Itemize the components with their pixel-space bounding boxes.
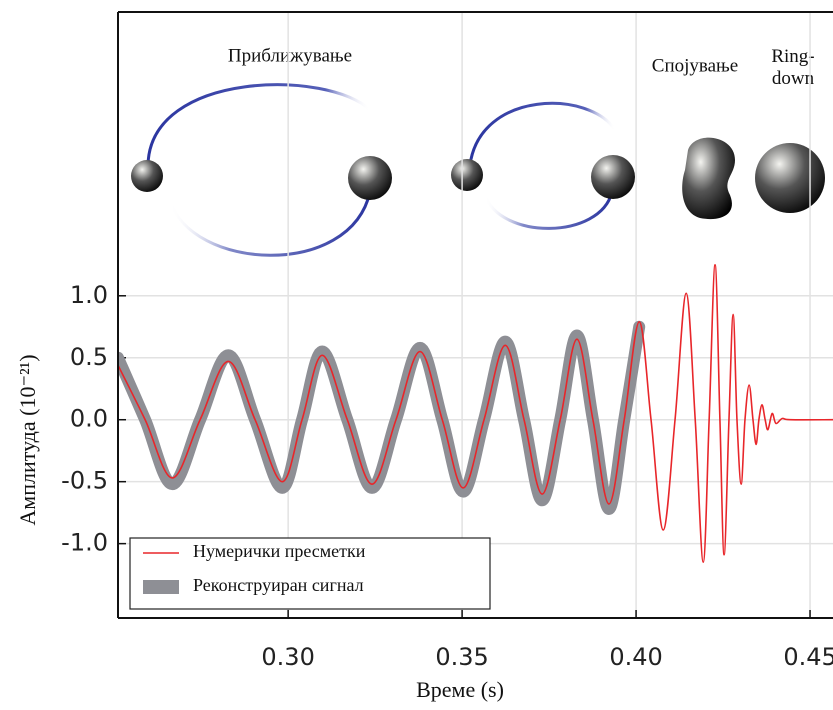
y-tick-label: 0.0 — [70, 405, 108, 433]
y-axis-label: Амплитуда (10⁻²¹) — [15, 354, 40, 525]
annotation: Спојување — [652, 55, 738, 76]
legend-label: Реконструиран сигнал — [193, 575, 364, 595]
x-tick-label: 0.45 — [783, 643, 833, 671]
y-tick-label: -0.5 — [61, 467, 108, 495]
x-tick-label: 0.35 — [435, 643, 488, 671]
legend: Нумерички пресметки Реконструиран сигнал — [129, 537, 491, 610]
annotation: Приближување — [228, 45, 352, 66]
x-tick-label: 0.40 — [609, 643, 662, 671]
legend-label: Нумерички пресметки — [193, 541, 366, 561]
y-tick-label: 1.0 — [70, 281, 108, 309]
data-line — [118, 264, 833, 564]
legend-box — [129, 537, 491, 610]
data-line — [118, 320, 646, 515]
y-tick-label: -1.0 — [61, 529, 108, 557]
x-tick-label: 0.30 — [261, 643, 314, 671]
illustration — [131, 83, 825, 257]
y-tick-label: 0.5 — [70, 343, 108, 371]
annotation: Ring-down — [771, 46, 814, 89]
legend-swatch — [143, 580, 179, 594]
x-axis-label: Време (s) — [416, 677, 504, 702]
